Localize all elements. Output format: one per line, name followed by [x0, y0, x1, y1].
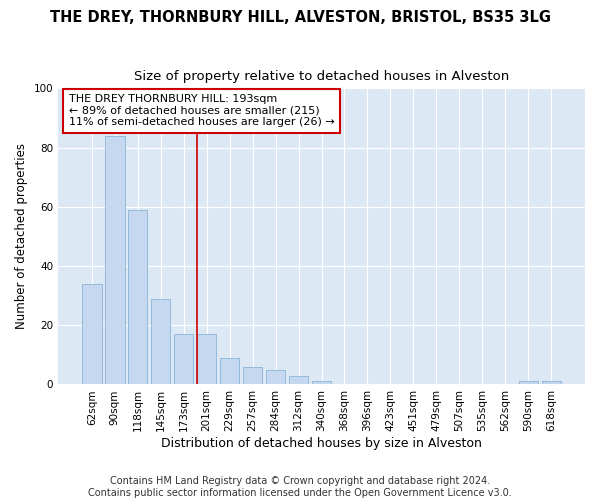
Text: Contains HM Land Registry data © Crown copyright and database right 2024.
Contai: Contains HM Land Registry data © Crown c…: [88, 476, 512, 498]
Bar: [243, 366, 262, 384]
Bar: [312, 382, 331, 384]
Text: THE DREY, THORNBURY HILL, ALVESTON, BRISTOL, BS35 3LG: THE DREY, THORNBURY HILL, ALVESTON, BRIS…: [49, 10, 551, 25]
Bar: [82, 284, 101, 384]
Bar: [105, 136, 125, 384]
Bar: [128, 210, 148, 384]
Bar: [220, 358, 239, 384]
Bar: [289, 376, 308, 384]
Bar: [197, 334, 217, 384]
Bar: [151, 298, 170, 384]
Title: Size of property relative to detached houses in Alveston: Size of property relative to detached ho…: [134, 70, 509, 83]
Bar: [266, 370, 286, 384]
Y-axis label: Number of detached properties: Number of detached properties: [15, 144, 28, 330]
Text: THE DREY THORNBURY HILL: 193sqm
← 89% of detached houses are smaller (215)
11% o: THE DREY THORNBURY HILL: 193sqm ← 89% of…: [68, 94, 334, 128]
Bar: [542, 382, 561, 384]
Bar: [518, 382, 538, 384]
X-axis label: Distribution of detached houses by size in Alveston: Distribution of detached houses by size …: [161, 437, 482, 450]
Bar: [174, 334, 193, 384]
